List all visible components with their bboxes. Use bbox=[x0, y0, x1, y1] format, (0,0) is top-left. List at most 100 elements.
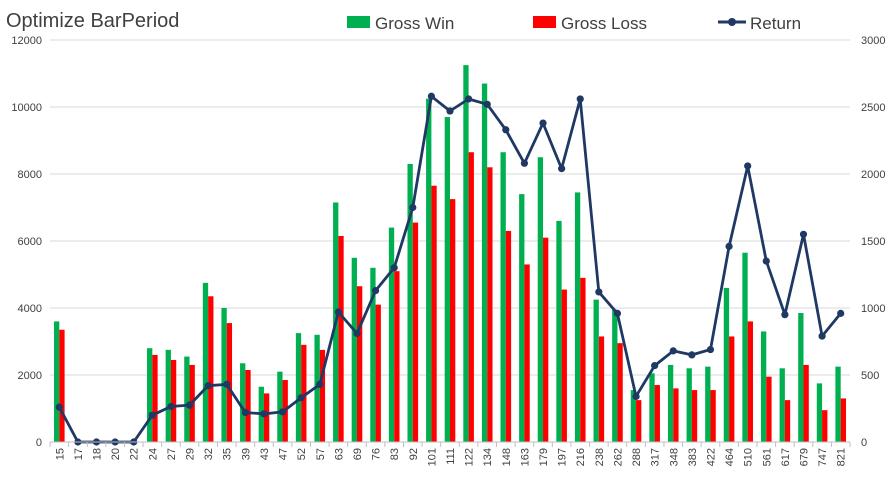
x-tick-label: 422 bbox=[705, 448, 717, 466]
gross-win-bar bbox=[481, 83, 488, 443]
gross-win-bar bbox=[574, 192, 581, 442]
y-left-tick-label: 6000 bbox=[18, 236, 42, 248]
return-point bbox=[223, 380, 231, 388]
gross-win-bar bbox=[463, 65, 469, 442]
x-tick-label: 57 bbox=[315, 448, 327, 460]
y-right-tick-label: 500 bbox=[861, 370, 879, 382]
gross-loss-bar bbox=[580, 277, 586, 442]
gross-win-bar bbox=[426, 98, 432, 442]
gross-loss-bar bbox=[784, 400, 791, 442]
return-point bbox=[185, 401, 194, 409]
x-tick-label: 69 bbox=[352, 448, 364, 460]
gross-loss-bar bbox=[598, 336, 605, 442]
x-tick-label: 20 bbox=[110, 448, 122, 460]
gross-loss-bar bbox=[636, 400, 642, 442]
gross-loss-bar bbox=[487, 167, 493, 443]
return-point bbox=[595, 288, 603, 296]
x-tick-label: 617 bbox=[780, 448, 792, 466]
gross-win-bar bbox=[630, 390, 637, 442]
return-point bbox=[818, 332, 826, 340]
return-point bbox=[204, 382, 212, 390]
gross-loss-bar bbox=[263, 393, 270, 442]
x-tick-label: 76 bbox=[371, 448, 383, 460]
gross-win-bar bbox=[54, 321, 60, 442]
gross-loss-bar bbox=[822, 410, 828, 442]
gross-loss-bar bbox=[673, 388, 679, 442]
return-point bbox=[725, 242, 733, 250]
legend-gross-loss-label: Gross Loss bbox=[561, 14, 647, 33]
x-tick-label: 238 bbox=[594, 448, 606, 466]
legend-return-label: Return bbox=[750, 14, 801, 33]
x-tick-label: 43 bbox=[259, 448, 271, 460]
return-point bbox=[688, 351, 696, 359]
gross-loss-bar bbox=[338, 235, 344, 442]
gross-win-bar bbox=[277, 371, 283, 442]
x-tick-label: 197 bbox=[557, 448, 569, 466]
return-point bbox=[167, 402, 175, 411]
return-point bbox=[502, 126, 510, 134]
gross-win-bar bbox=[221, 308, 227, 442]
gross-loss-bar bbox=[524, 264, 530, 442]
return-point bbox=[55, 403, 63, 411]
x-tick-label: 27 bbox=[166, 448, 178, 460]
return-point bbox=[669, 347, 677, 355]
x-tick-label: 163 bbox=[519, 448, 531, 466]
gross-loss-bar bbox=[468, 152, 474, 442]
gross-win-bar bbox=[723, 287, 730, 442]
gross-win-bar bbox=[519, 194, 525, 442]
return-point bbox=[483, 100, 491, 108]
return-point bbox=[446, 107, 454, 115]
x-tick-label: 148 bbox=[501, 448, 513, 466]
x-tick-label: 17 bbox=[73, 448, 85, 460]
gross-win-bar bbox=[760, 331, 767, 442]
gross-win-bar bbox=[593, 299, 599, 442]
gross-win-bar bbox=[779, 368, 785, 442]
return-point bbox=[762, 257, 770, 265]
gross-win-bar bbox=[649, 373, 655, 442]
gross-loss-bar bbox=[356, 286, 363, 442]
y-right-tick-label: 2000 bbox=[861, 169, 885, 181]
gross-loss-bar bbox=[301, 344, 307, 442]
legend-return-marker bbox=[728, 18, 736, 26]
gross-win-bar bbox=[295, 333, 302, 442]
gross-win-bar bbox=[816, 383, 823, 442]
return-point bbox=[837, 309, 845, 317]
chart-title: Optimize BarPeriod bbox=[6, 10, 179, 32]
x-tick-label: 510 bbox=[743, 448, 755, 466]
return-point bbox=[278, 408, 287, 416]
x-tick-label: 464 bbox=[724, 448, 736, 466]
gross-win-bar bbox=[444, 117, 450, 443]
return-point bbox=[390, 264, 398, 272]
gross-win-bar bbox=[147, 348, 153, 442]
return-point bbox=[744, 162, 752, 170]
y-right-tick-label: 1000 bbox=[861, 303, 885, 315]
gross-win-bar bbox=[686, 368, 692, 442]
return-point bbox=[781, 311, 789, 319]
gross-loss-bar bbox=[170, 359, 177, 442]
gross-loss-bar bbox=[59, 329, 65, 442]
gross-win-bar bbox=[798, 313, 804, 442]
return-point bbox=[613, 309, 622, 317]
x-tick-label: 561 bbox=[761, 448, 773, 466]
return-point bbox=[706, 345, 715, 354]
gross-loss-bar bbox=[431, 185, 437, 442]
x-tick-label: 18 bbox=[92, 448, 104, 460]
gross-loss-bar bbox=[617, 343, 623, 442]
y-right-tick-label: 3000 bbox=[861, 35, 885, 47]
y-left-tick-label: 0 bbox=[36, 437, 42, 449]
legend-gross-win-swatch bbox=[347, 16, 370, 28]
return-point bbox=[241, 408, 249, 417]
return-point bbox=[520, 159, 529, 167]
gross-loss-bar bbox=[654, 385, 660, 442]
return-point bbox=[632, 392, 640, 401]
gross-win-bar bbox=[612, 309, 618, 442]
x-tick-label: 22 bbox=[129, 448, 141, 460]
gross-win-bar bbox=[500, 152, 506, 442]
axes: 0 2000 4000 6000 8000 10000 12000 0 500 1000 1500 2… bbox=[11, 35, 885, 466]
x-tick-label: 29 bbox=[185, 448, 197, 460]
gross-win-bar bbox=[202, 282, 209, 442]
return-point bbox=[427, 92, 435, 100]
gross-loss-bar bbox=[412, 222, 419, 442]
